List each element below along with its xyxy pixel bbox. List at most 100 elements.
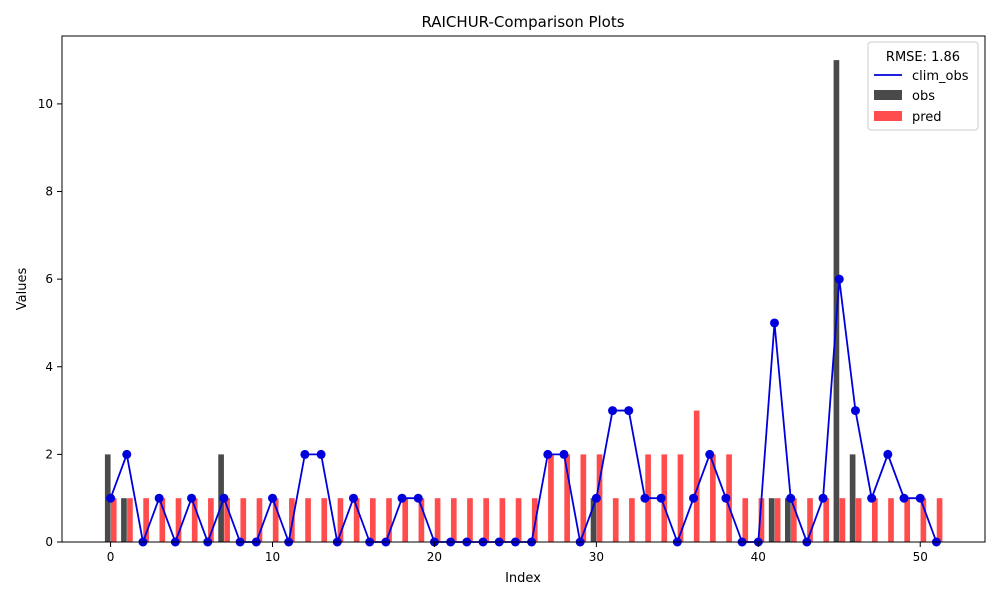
clim-obs-point bbox=[867, 493, 877, 503]
pred-bar bbox=[629, 498, 635, 542]
y-tick-label: 0 bbox=[45, 535, 53, 549]
pred-bar bbox=[580, 454, 587, 542]
x-tick-label: 0 bbox=[107, 550, 115, 564]
clim-obs-point bbox=[187, 493, 197, 503]
obs-bar bbox=[590, 498, 597, 542]
obs-bar bbox=[833, 60, 840, 542]
pred-bar bbox=[386, 498, 392, 542]
obs-bar bbox=[768, 498, 775, 542]
y-axis: 0 2 4 6 8 10 bbox=[38, 97, 62, 549]
pred-bar bbox=[871, 498, 878, 542]
pred-bar bbox=[774, 498, 781, 542]
pred-bar bbox=[888, 498, 894, 542]
pred-bar bbox=[807, 498, 813, 542]
pred-bar bbox=[612, 498, 619, 542]
legend: RMSE: 1.86 clim_obs obs pred bbox=[867, 41, 979, 131]
clim-obs-point bbox=[608, 406, 618, 416]
clim-obs-point bbox=[591, 493, 601, 503]
pred-bar bbox=[127, 498, 133, 542]
clim-obs-point bbox=[348, 493, 358, 503]
pred-bar bbox=[677, 454, 684, 542]
clim-obs-point bbox=[543, 449, 553, 459]
plot-frame bbox=[61, 35, 986, 543]
legend-label-clim-obs: clim_obs bbox=[912, 69, 969, 84]
clim-obs-point bbox=[899, 493, 909, 503]
pred-bar bbox=[369, 498, 376, 542]
obs-bar bbox=[849, 454, 856, 542]
pred-bar bbox=[855, 498, 862, 542]
pred-bar bbox=[791, 498, 797, 542]
clim-obs-point bbox=[883, 449, 893, 459]
pred-bar bbox=[272, 498, 279, 542]
legend-title: RMSE: 1.86 bbox=[886, 50, 960, 65]
y-tick-label: 8 bbox=[45, 185, 53, 199]
pred-bar bbox=[337, 498, 344, 542]
pred-bar bbox=[256, 498, 263, 542]
pred-bar bbox=[191, 498, 198, 542]
y-tick-label: 10 bbox=[38, 97, 53, 111]
clim-obs-point bbox=[786, 493, 796, 503]
pred-bar bbox=[159, 498, 166, 542]
obs-bar bbox=[121, 498, 127, 542]
clim-obs-point bbox=[154, 493, 164, 503]
clim-obs-point bbox=[559, 449, 569, 459]
legend-swatch-obs bbox=[874, 90, 902, 100]
pred-bar bbox=[143, 498, 149, 542]
legend-label-obs: obs bbox=[912, 89, 935, 104]
clim-obs-point bbox=[624, 406, 634, 416]
clim-obs-point bbox=[834, 274, 844, 284]
pred-bar bbox=[208, 498, 214, 542]
pred-bar bbox=[353, 498, 360, 542]
pred-bar bbox=[450, 498, 457, 542]
pred-bar bbox=[758, 498, 765, 542]
pred-bar bbox=[904, 498, 911, 542]
pred-bar bbox=[710, 454, 716, 542]
pred-bar bbox=[564, 454, 570, 542]
clim-obs-point bbox=[915, 493, 925, 503]
x-axis-label: Index bbox=[505, 571, 541, 586]
pred-bar bbox=[321, 498, 328, 542]
pred-bar bbox=[742, 498, 749, 542]
obs-bar bbox=[785, 498, 791, 542]
clim-obs-point bbox=[689, 493, 699, 503]
clim-obs-point bbox=[721, 493, 731, 503]
legend-label-pred: pred bbox=[912, 110, 942, 125]
clim-obs-point bbox=[818, 493, 828, 503]
clim-obs-point bbox=[705, 449, 715, 459]
clim-obs-point bbox=[219, 493, 229, 503]
y-tick-label: 2 bbox=[45, 447, 53, 461]
x-tick-label: 10 bbox=[265, 550, 280, 564]
clim-obs-point bbox=[268, 493, 278, 503]
x-axis: 0 10 20 30 40 50 bbox=[107, 542, 928, 564]
pred-bar bbox=[499, 498, 506, 542]
clim-obs-point bbox=[106, 493, 116, 503]
pred-bar bbox=[936, 498, 943, 542]
pred-bar bbox=[823, 498, 830, 542]
pred-bar bbox=[175, 498, 182, 542]
pred-bar bbox=[240, 498, 247, 542]
pred-bar bbox=[110, 498, 117, 542]
pred-bar bbox=[224, 498, 230, 542]
pred-bar bbox=[418, 498, 425, 542]
clim-obs-point bbox=[640, 493, 650, 503]
clim-obs-point bbox=[316, 449, 326, 459]
plot-area bbox=[104, 60, 943, 547]
clim-obs-point bbox=[850, 406, 860, 416]
x-tick-label: 20 bbox=[427, 550, 442, 564]
x-tick-label: 30 bbox=[589, 550, 604, 564]
pred-bar bbox=[693, 410, 700, 542]
clim-obs-point bbox=[769, 318, 779, 328]
clim-obs-point bbox=[122, 449, 132, 459]
pred-bar bbox=[515, 498, 522, 542]
pred-bar bbox=[402, 498, 409, 542]
x-tick-label: 40 bbox=[751, 550, 766, 564]
pred-bar bbox=[483, 498, 490, 542]
pred-bar bbox=[305, 498, 311, 542]
pred-bar bbox=[548, 454, 554, 542]
y-tick-label: 4 bbox=[45, 360, 53, 374]
pred-bar bbox=[434, 498, 441, 542]
clim-obs-point bbox=[397, 493, 407, 503]
clim-obs-point bbox=[413, 493, 423, 503]
x-tick-label: 50 bbox=[913, 550, 928, 564]
